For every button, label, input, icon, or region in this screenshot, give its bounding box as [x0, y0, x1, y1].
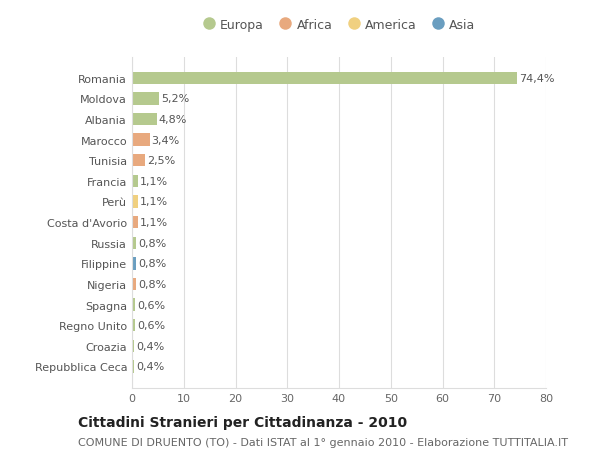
Text: 1,1%: 1,1% — [140, 197, 168, 207]
Bar — [132, 73, 517, 85]
Text: 3,4%: 3,4% — [152, 135, 180, 146]
Text: Cittadini Stranieri per Cittadinanza - 2010: Cittadini Stranieri per Cittadinanza - 2… — [78, 415, 407, 429]
Text: 0,8%: 0,8% — [138, 238, 166, 248]
Bar — [132, 319, 135, 332]
Bar — [132, 299, 135, 311]
Text: 0,4%: 0,4% — [136, 341, 164, 351]
Text: 0,6%: 0,6% — [137, 300, 166, 310]
Bar — [132, 360, 134, 373]
Text: 5,2%: 5,2% — [161, 94, 189, 104]
Bar — [132, 257, 136, 270]
Text: 4,8%: 4,8% — [159, 115, 187, 125]
Bar — [132, 113, 157, 126]
Bar — [132, 217, 137, 229]
Bar — [132, 196, 137, 208]
Text: 2,5%: 2,5% — [147, 156, 175, 166]
Text: 0,6%: 0,6% — [137, 320, 166, 330]
Bar — [132, 278, 136, 291]
Text: 1,1%: 1,1% — [140, 176, 168, 186]
Bar — [132, 134, 149, 146]
Text: 0,8%: 0,8% — [138, 259, 166, 269]
Bar — [132, 340, 134, 352]
Text: 74,4%: 74,4% — [519, 73, 554, 84]
Text: 0,8%: 0,8% — [138, 280, 166, 289]
Text: 0,4%: 0,4% — [136, 362, 164, 372]
Text: COMUNE DI DRUENTO (TO) - Dati ISTAT al 1° gennaio 2010 - Elaborazione TUTTITALIA: COMUNE DI DRUENTO (TO) - Dati ISTAT al 1… — [78, 437, 568, 447]
Bar — [132, 155, 145, 167]
Bar — [132, 175, 137, 188]
Legend: Europa, Africa, America, Asia: Europa, Africa, America, Asia — [197, 14, 481, 37]
Bar — [132, 237, 136, 249]
Bar — [132, 93, 159, 105]
Text: 1,1%: 1,1% — [140, 218, 168, 228]
